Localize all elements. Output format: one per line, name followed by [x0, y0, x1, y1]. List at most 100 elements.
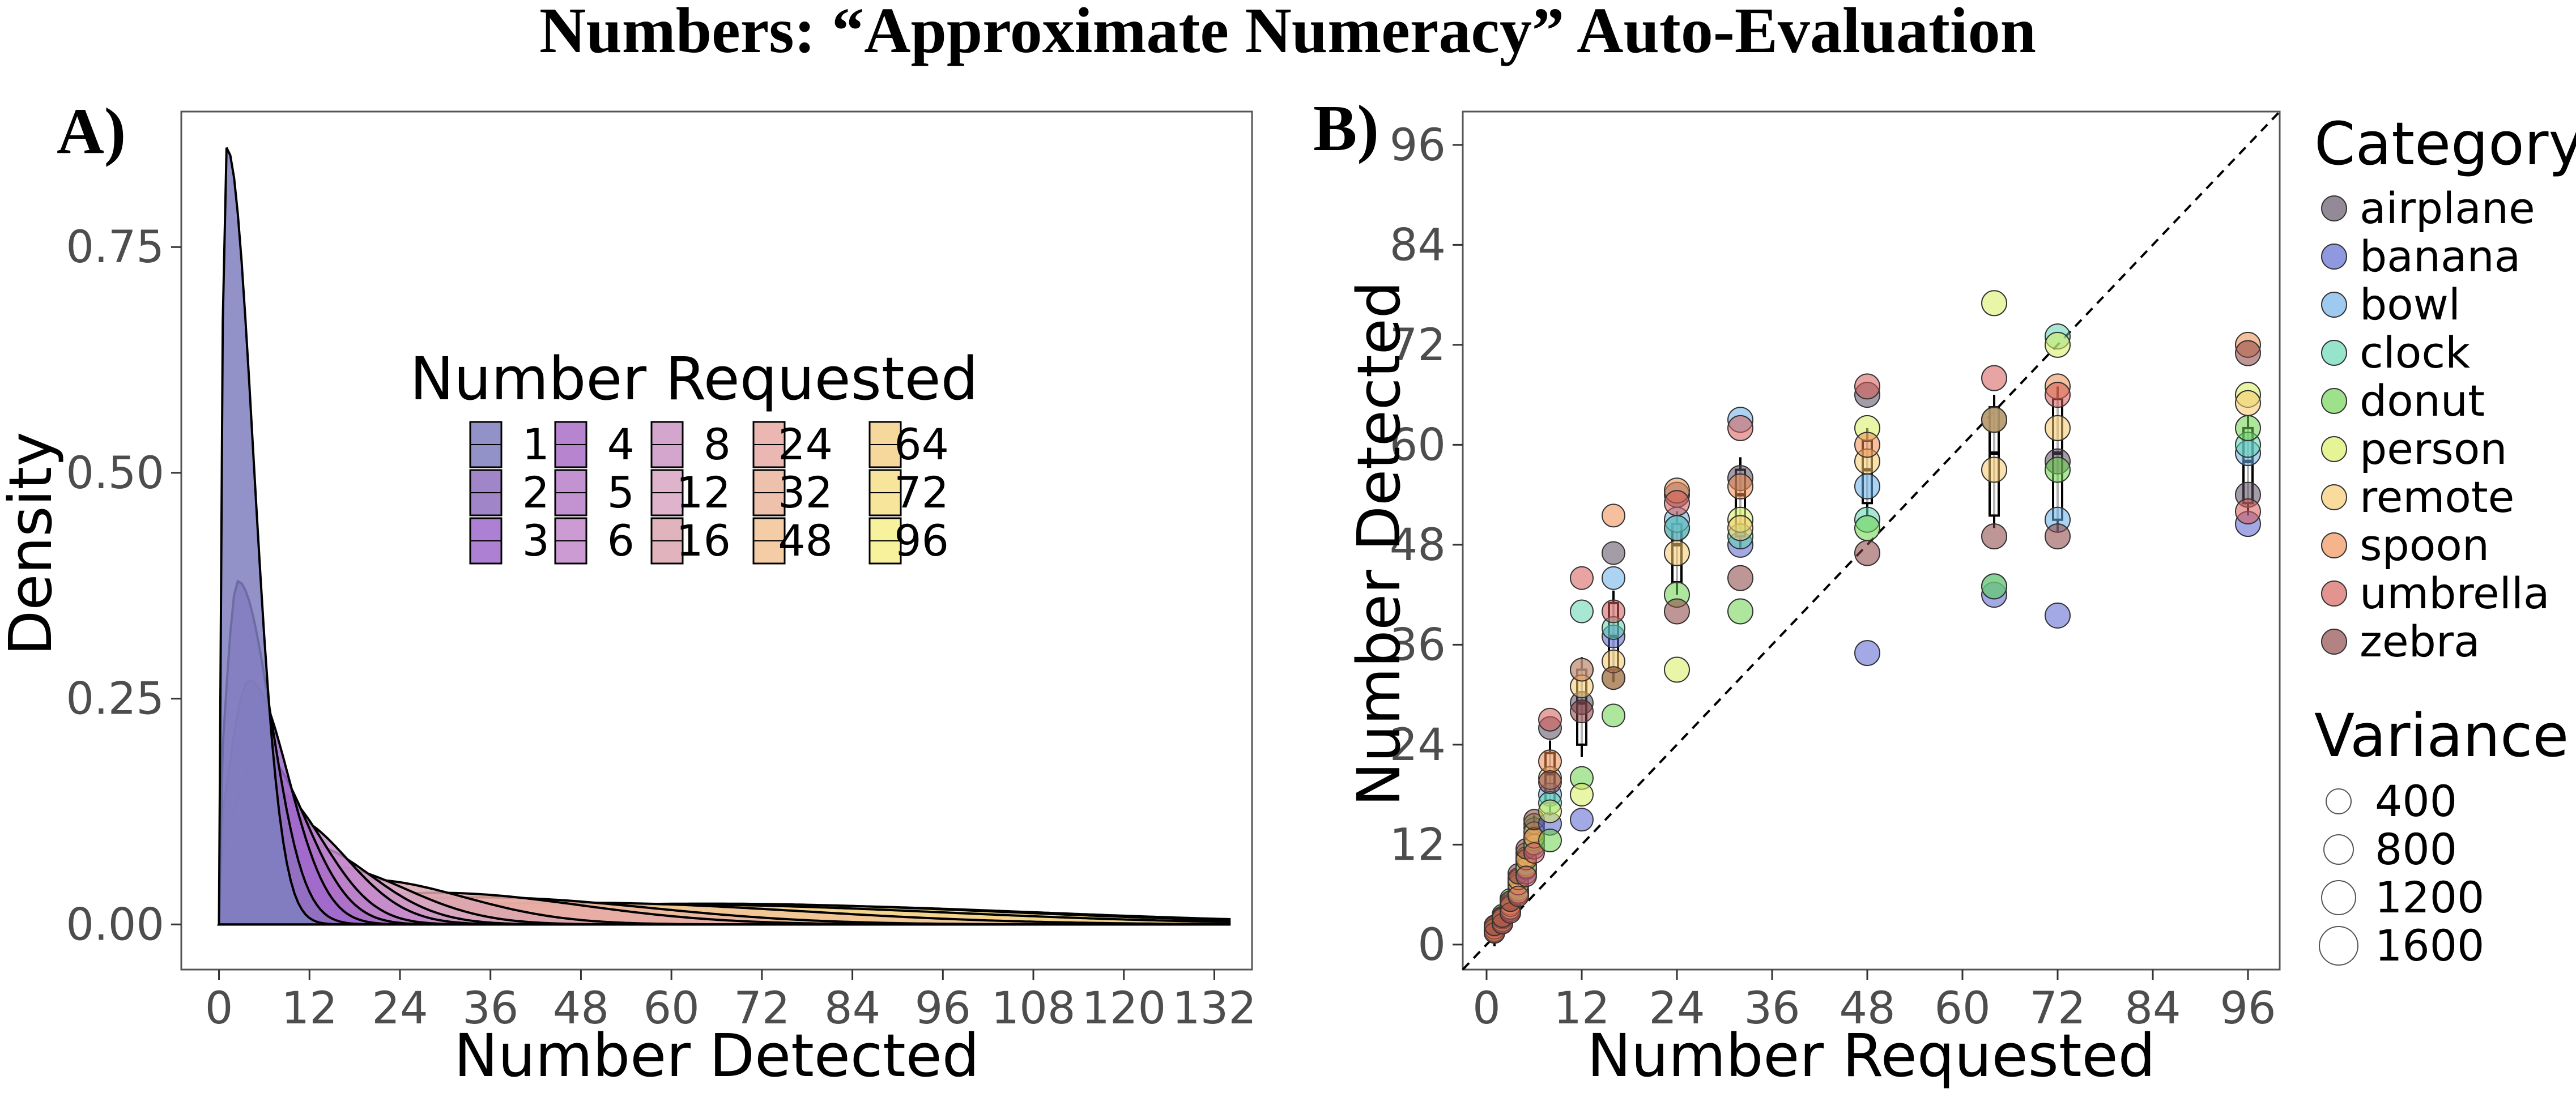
- point-donut: [1981, 573, 2007, 600]
- x-tick-label: 132: [1172, 983, 1257, 1034]
- scatter-y-axis-title: Number Detected: [1344, 281, 1413, 806]
- legend-label-3: 3: [522, 515, 550, 566]
- legend-label-1600: 1600: [2375, 920, 2484, 971]
- point-zebra: [2235, 340, 2261, 366]
- y-tick-label: 60: [1390, 420, 1446, 471]
- point-zebra: [1602, 666, 1625, 690]
- point-donut: [1538, 829, 1562, 853]
- point-umbrella: [1981, 365, 2007, 391]
- legend-dot-bowl: [2321, 292, 2347, 318]
- point-clock: [1570, 599, 1594, 624]
- point-umbrella: [1602, 599, 1625, 624]
- y-tick-label: 72: [1390, 320, 1446, 371]
- density-curves: [217, 147, 1231, 926]
- legend-label-48: 48: [778, 515, 833, 566]
- density-x-axis-title: Number Detected: [454, 1021, 980, 1090]
- x-tick-label: 48: [553, 983, 609, 1034]
- legend-label-bowl: bowl: [2360, 279, 2460, 330]
- point-remote: [1981, 456, 2007, 483]
- point-remote: [2235, 390, 2261, 416]
- legend-label-2: 2: [522, 467, 550, 518]
- point-zebra: [2045, 523, 2071, 550]
- x-tick-label: 36: [462, 983, 518, 1034]
- point-spoon: [1602, 503, 1625, 528]
- x-tick-label: 108: [991, 983, 1076, 1034]
- legend-dot-zebra: [2321, 629, 2347, 655]
- legend-label-96: 96: [894, 515, 949, 566]
- point-person: [1981, 290, 2007, 317]
- legend-label-32: 32: [778, 467, 833, 518]
- point-remote: [1664, 540, 1690, 566]
- scatter-plot: 0 12 24 36 48 60 72 84 96 0 12 24 36 48 60 72 84 96 Numb…: [1344, 110, 2281, 1090]
- legend-label-remote: remote: [2360, 472, 2514, 522]
- legend-label-72: 72: [894, 467, 949, 518]
- scatter-x-axis: 0 12 24 36 48 60 72 84 96: [1472, 970, 2276, 1034]
- legend-label-donut: donut: [2360, 375, 2485, 426]
- legend-dot-person: [2321, 436, 2347, 462]
- legend-label-16: 16: [676, 515, 731, 566]
- number-requested-legend-title: Number Requested: [410, 344, 978, 413]
- legend-dot-remote: [2321, 484, 2347, 510]
- point-bowl: [1854, 473, 1880, 500]
- legend-size-400: [2326, 788, 2352, 814]
- point-person: [2045, 331, 2071, 358]
- scatter-y-axis: 0 12 24 36 48 60 72 84 96: [1390, 120, 1463, 971]
- point-umbrella: [1664, 490, 1690, 517]
- point-umbrella: [2045, 382, 2071, 408]
- legend-dot-donut: [2321, 388, 2347, 414]
- y-tick-label: 96: [1390, 120, 1446, 171]
- point-zebra: [1570, 699, 1594, 724]
- category-legend: Category airplanebananabowlclockdonutper…: [2314, 109, 2576, 667]
- legend-label-zebra: zebra: [2360, 616, 2480, 667]
- point-umbrella: [2235, 498, 2261, 525]
- point-banana: [1570, 808, 1594, 832]
- x-tick-label: 84: [824, 983, 880, 1034]
- point-person: [1570, 783, 1594, 807]
- point-person: [1538, 799, 1562, 823]
- x-tick-label: 96: [915, 983, 971, 1034]
- x-tick-label: 36: [1744, 983, 1800, 1034]
- density-plot-frame: [180, 110, 1253, 971]
- point-donut: [1727, 598, 1753, 625]
- legend-label-12: 12: [676, 467, 731, 518]
- point-spoon: [1981, 407, 2007, 433]
- point-zebra: [1854, 540, 1880, 566]
- legend-label-6: 6: [607, 515, 635, 566]
- point-remote: [2045, 415, 2071, 441]
- point-zebra: [1981, 523, 2007, 550]
- density-y-axis: 0.00 0.25 0.50 0.75: [66, 222, 181, 950]
- point-donut: [1854, 515, 1880, 541]
- variance-legend-title: Variance: [2314, 701, 2569, 770]
- legend-size-800: [2323, 834, 2354, 865]
- x-tick-label: 12: [282, 983, 338, 1034]
- legend-dot-spoon: [2321, 532, 2347, 558]
- point-donut: [2045, 456, 2071, 483]
- point-umbrella: [1727, 415, 1753, 441]
- y-tick-label: 0: [1417, 920, 1446, 971]
- legend-size-1200: [2321, 880, 2356, 915]
- density-plot: 0 12 24 36 48 60 72 84 96 108 120 132 0.000.250.500…: [0, 110, 1257, 1090]
- point-umbrella: [1508, 885, 1529, 907]
- legend-label-clock: clock: [2360, 327, 2470, 378]
- x-tick-label: 24: [1649, 983, 1705, 1034]
- x-tick-label: 60: [1934, 983, 1990, 1034]
- density-curve-1: [218, 147, 1230, 926]
- point-banana: [1854, 640, 1880, 667]
- point-zebra: [1538, 770, 1562, 795]
- legend-label-person: person: [2360, 424, 2507, 474]
- density-x-axis: 0 12 24 36 48 60 72 84 96 108 120 132: [205, 970, 1257, 1034]
- x-tick-label: 72: [2029, 983, 2085, 1034]
- point-clock: [1664, 515, 1690, 541]
- point-umbrella: [1854, 373, 1880, 400]
- point-remote: [1727, 515, 1753, 541]
- legend-label-64: 64: [894, 419, 949, 469]
- scatter-x-axis-title: Number Requested: [1587, 1021, 2155, 1090]
- x-tick-label: 12: [1553, 983, 1610, 1034]
- legend-label-spoon: spoon: [2360, 520, 2489, 570]
- point-spoon: [1854, 432, 1880, 458]
- legend-dot-airplane: [2321, 195, 2347, 221]
- y-tick-label: 0.75: [66, 222, 164, 273]
- point-person: [1664, 656, 1690, 683]
- legend-dot-banana: [2321, 244, 2347, 270]
